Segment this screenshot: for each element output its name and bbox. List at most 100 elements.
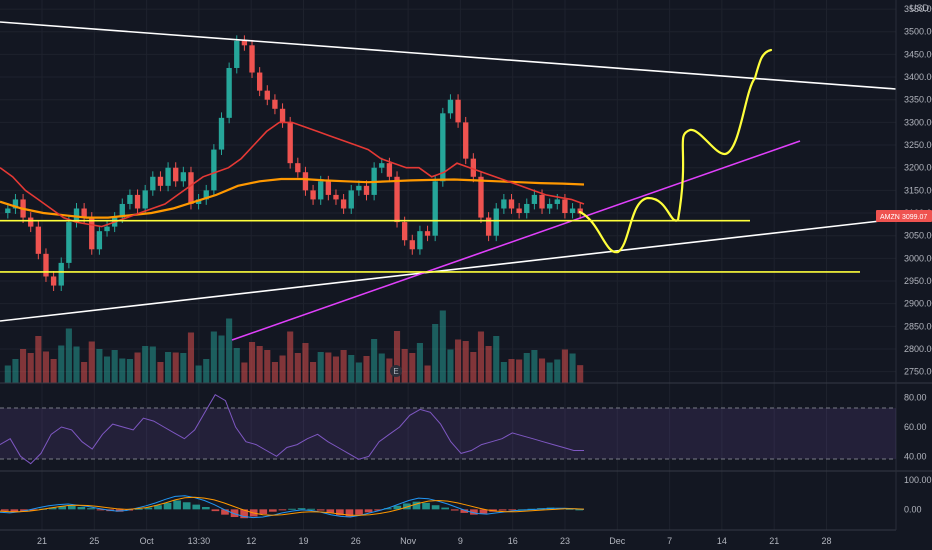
macd-histogram-bar [29, 509, 38, 511]
macd-histogram-bar [345, 509, 354, 517]
candle-body [562, 199, 568, 214]
candle-body [150, 176, 156, 191]
price-axis[interactable]: USD 3550.00 3500.00 3450.00 3400.00 3350.00 3… [904, 3, 932, 377]
candle-body [188, 172, 194, 204]
price-tick-label: 3300.00 [904, 117, 932, 127]
rsi-line [0, 394, 584, 465]
macd-tick-label: 0.00 [904, 504, 922, 514]
candle-body [127, 194, 133, 204]
candle-body [501, 199, 507, 209]
macd-histogram-bar [58, 506, 67, 510]
volume-bar [424, 365, 431, 383]
volume-bar [477, 331, 485, 383]
time-tick-label: 19 [298, 536, 308, 546]
volume-bar [218, 335, 225, 383]
volume-bar [439, 310, 446, 383]
candle-body [226, 67, 232, 118]
rsi-pane[interactable] [0, 394, 896, 465]
candle-body [249, 45, 255, 73]
time-tick-label: 25 [89, 536, 99, 546]
lower-trendline [0, 220, 881, 322]
time-tick-label: 23 [560, 536, 570, 546]
candle-body [96, 231, 103, 250]
macd-axis[interactable]: 100.00 0.00 [904, 475, 932, 514]
time-tick-label: 26 [351, 536, 361, 546]
candle-body [302, 172, 309, 191]
volume-bar [294, 353, 301, 383]
candle-body [340, 199, 347, 209]
rsi-axis[interactable]: 80.00 60.00 40.00 [904, 393, 927, 462]
currency-label: USD [910, 3, 930, 13]
macd-histogram-bar [182, 502, 191, 510]
price-pane[interactable]: E [0, 21, 897, 383]
candle-body [119, 203, 125, 218]
candle-body [409, 240, 415, 250]
rsi-tick-label: 40.00 [904, 451, 927, 461]
macd-histogram-bar [240, 509, 248, 519]
volume-bar [508, 359, 515, 383]
macd-histogram-bar [221, 509, 229, 515]
volume-bar [485, 346, 492, 383]
macd-histogram-bar [374, 509, 382, 511]
volume-bar [103, 356, 111, 383]
drawings-layer[interactable] [0, 21, 897, 341]
time-tick-label: Nov [400, 536, 417, 546]
volume-bar [523, 353, 530, 383]
candle-body [256, 72, 263, 91]
signal-line [0, 496, 585, 516]
time-axis[interactable]: 21 25 Oct 13:30 12 19 26 Nov 9 16 23 Dec 7 14 21 28 [37, 536, 832, 546]
price-tick-label: 3550.00 [904, 4, 932, 14]
volume-bar [233, 348, 240, 383]
volume-bar [493, 336, 500, 383]
macd-pane[interactable] [0, 495, 585, 519]
candle-body [447, 99, 454, 114]
candle-body [203, 190, 209, 200]
time-tick-label: 9 [458, 536, 463, 546]
volume-bar [12, 359, 19, 383]
macd-histogram-bar [307, 508, 315, 510]
volume-bar [126, 359, 133, 383]
volume-bar [35, 336, 42, 383]
macd-histogram-bar [431, 505, 440, 510]
volume-bar [554, 359, 561, 383]
volume-bar [470, 352, 477, 383]
candle-body [157, 176, 164, 186]
candle-body [325, 181, 332, 195]
magenta-trendline [231, 140, 801, 341]
macd-histogram-bar [269, 509, 277, 512]
volume-bar [393, 331, 401, 383]
volume-bar [409, 353, 416, 383]
volume-bar [317, 352, 324, 383]
macd-histogram-bar [259, 509, 268, 515]
price-tick-label: 2850.00 [904, 321, 932, 331]
macd-histogram-bar [498, 509, 507, 511]
last-price-tag-bg [876, 210, 932, 222]
rsi-tick-label: 80.00 [904, 393, 927, 403]
volume-bar [577, 365, 584, 383]
candle-body [287, 122, 293, 164]
macd-line [0, 495, 585, 519]
rsi-band [0, 408, 896, 459]
volume-bar [363, 356, 370, 383]
candle-body [104, 226, 110, 232]
macd-histogram-bar [412, 501, 421, 510]
earnings-marker-circle[interactable] [390, 365, 402, 377]
macd-histogram-bar [393, 505, 402, 510]
volume-bar [165, 352, 172, 383]
volume-bar [226, 318, 233, 383]
candle-body [234, 40, 240, 68]
earnings-marker[interactable]: E [390, 365, 402, 377]
volume-bar [516, 359, 523, 383]
macd-histogram-bar [450, 509, 459, 511]
time-tick-label: Dec [609, 536, 626, 546]
time-tick-label: 16 [508, 536, 518, 546]
price-tick-label: 2750.00 [904, 367, 932, 377]
candle-body [211, 149, 217, 191]
volume-bar [569, 353, 576, 383]
volume-bar [355, 362, 362, 383]
macd-histogram-bar [192, 504, 201, 510]
macd-histogram-bar [67, 505, 76, 510]
time-tick-label: 7 [667, 536, 672, 546]
macd-histogram-bar [144, 507, 153, 510]
price-tick-label: 3500.00 [904, 27, 932, 37]
